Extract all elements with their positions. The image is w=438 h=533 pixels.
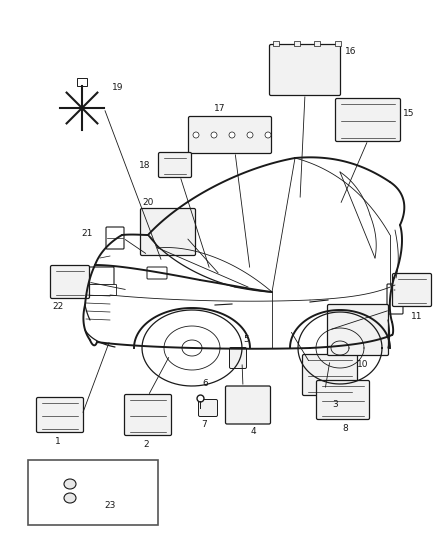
Text: 22: 22 [53, 302, 64, 311]
Text: 21: 21 [81, 230, 93, 238]
FancyBboxPatch shape [269, 44, 340, 95]
FancyBboxPatch shape [336, 99, 400, 141]
FancyBboxPatch shape [328, 304, 389, 356]
Ellipse shape [64, 479, 76, 489]
Bar [273, 41, 279, 46]
Text: 16: 16 [345, 47, 357, 56]
FancyBboxPatch shape [147, 267, 167, 279]
Circle shape [211, 132, 217, 138]
Text: 8: 8 [342, 424, 348, 433]
FancyBboxPatch shape [230, 348, 247, 368]
FancyBboxPatch shape [188, 117, 272, 154]
Text: 10: 10 [357, 360, 369, 369]
FancyBboxPatch shape [87, 267, 114, 285]
FancyBboxPatch shape [124, 394, 172, 435]
Circle shape [193, 132, 199, 138]
FancyBboxPatch shape [198, 400, 218, 416]
Circle shape [229, 132, 235, 138]
Text: 11: 11 [411, 312, 423, 321]
Text: 23: 23 [104, 500, 116, 510]
Ellipse shape [64, 493, 76, 503]
Text: 19: 19 [112, 84, 124, 93]
FancyBboxPatch shape [88, 285, 117, 295]
Text: 17: 17 [214, 104, 226, 113]
FancyBboxPatch shape [303, 354, 357, 395]
Bar [28, 460, 158, 525]
FancyBboxPatch shape [141, 208, 195, 255]
Circle shape [265, 132, 271, 138]
FancyBboxPatch shape [159, 152, 191, 177]
Circle shape [247, 132, 253, 138]
Text: 6: 6 [202, 379, 208, 388]
Text: 18: 18 [138, 160, 150, 169]
Text: 1: 1 [55, 437, 61, 446]
Bar [293, 41, 300, 46]
FancyBboxPatch shape [36, 398, 84, 432]
FancyBboxPatch shape [50, 265, 89, 298]
Text: 5: 5 [243, 335, 249, 344]
Text: 3: 3 [332, 400, 338, 409]
FancyBboxPatch shape [387, 284, 403, 314]
FancyBboxPatch shape [226, 386, 271, 424]
FancyBboxPatch shape [392, 273, 431, 306]
Text: 20: 20 [142, 198, 154, 207]
Bar [77, 78, 87, 86]
FancyBboxPatch shape [317, 381, 370, 419]
Text: 15: 15 [403, 109, 414, 118]
Bar [314, 41, 320, 46]
Text: 7: 7 [201, 420, 207, 429]
Text: 2: 2 [143, 440, 149, 449]
Text: 4: 4 [250, 427, 256, 436]
FancyBboxPatch shape [106, 227, 124, 249]
Bar [335, 41, 341, 46]
